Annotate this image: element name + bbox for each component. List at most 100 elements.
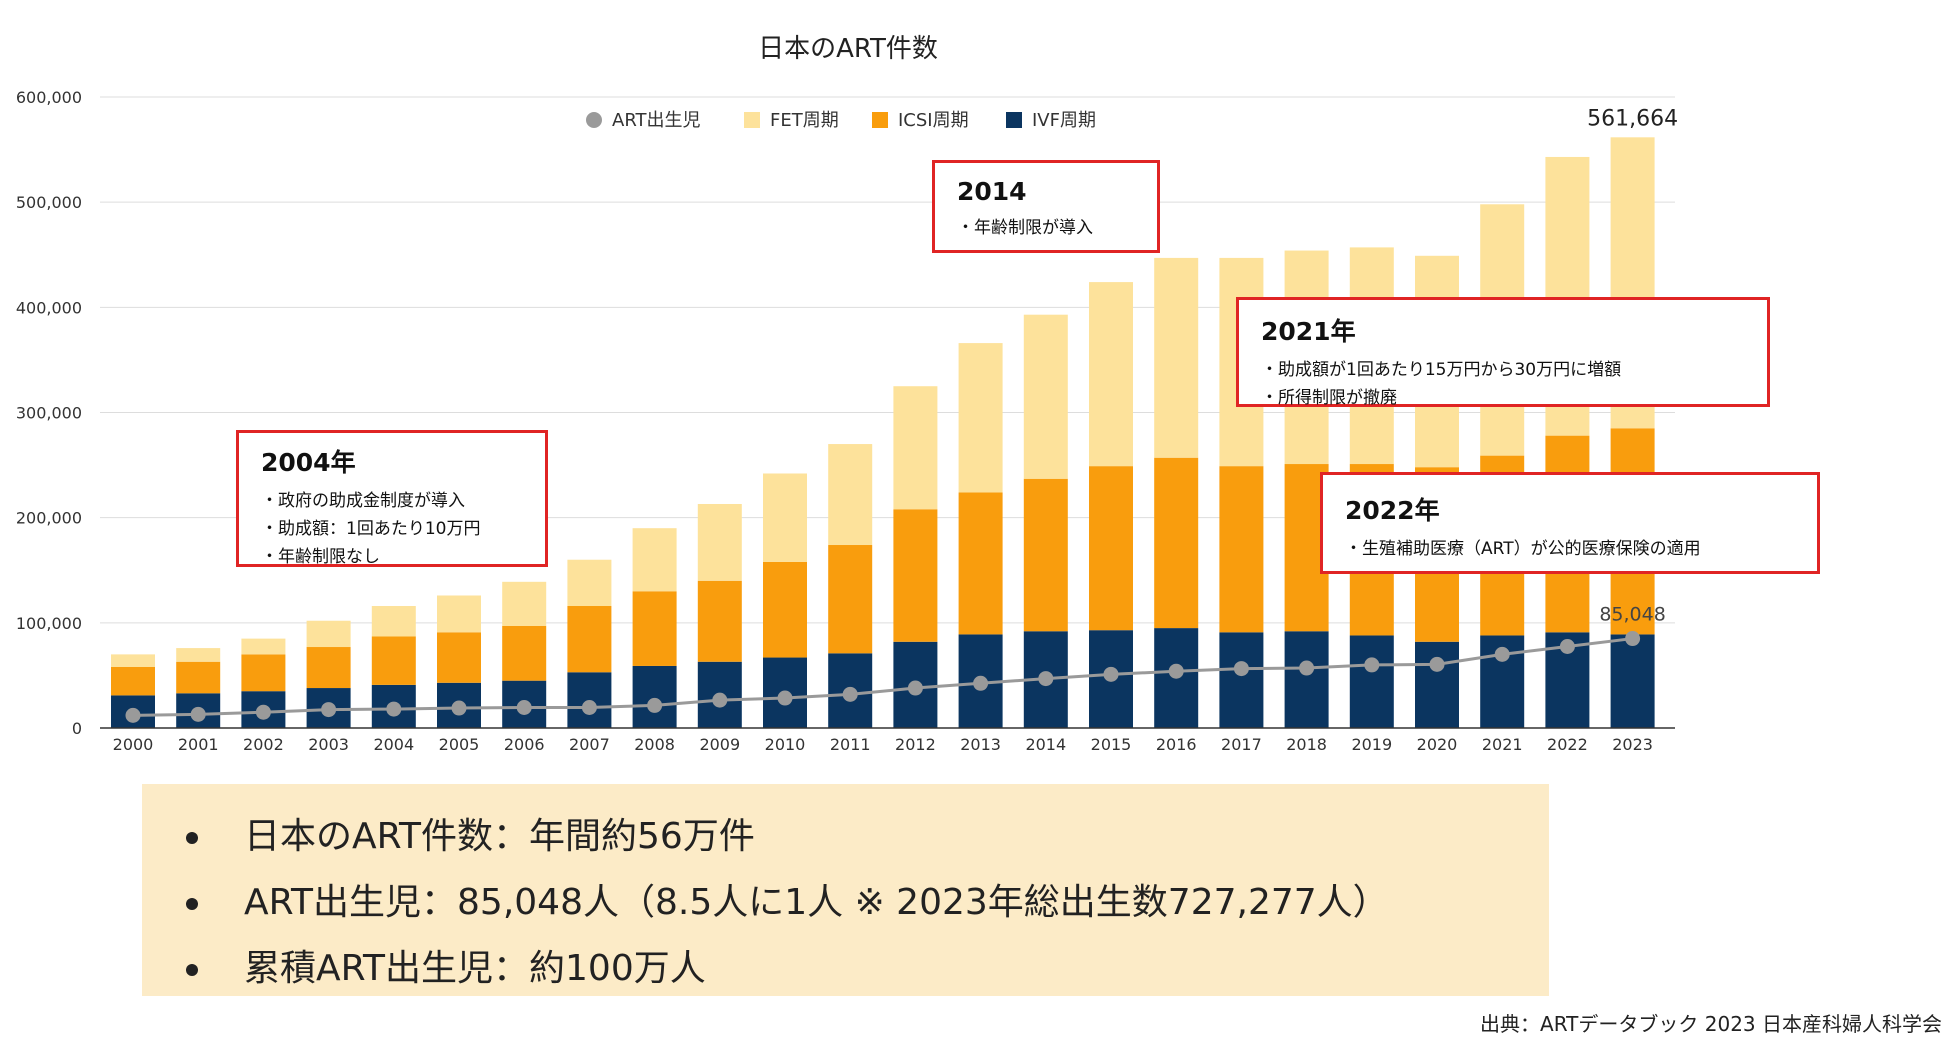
bar-ICSI周期 xyxy=(111,667,155,696)
point-ART出生児 xyxy=(321,702,337,718)
annotation-line: ・政府の助成金制度が導入 xyxy=(261,491,465,511)
point-ART出生児 xyxy=(451,700,467,716)
x-tick-label: 2011 xyxy=(830,735,871,754)
bar-IVF周期 xyxy=(1349,635,1394,728)
annotation-title: 2004年 xyxy=(261,448,356,477)
annotation-title: 2021年 xyxy=(1261,317,1356,346)
bar-FET周期 xyxy=(111,654,155,668)
x-tick-label: 2006 xyxy=(504,735,545,754)
annotation-line: ・助成額：1回あたり10万円 xyxy=(261,519,481,539)
bar-ICSI周期 xyxy=(241,654,286,692)
point-ART出生児 xyxy=(907,680,923,696)
summary-text: 日本のART件数：年間約56万件 xyxy=(244,816,755,857)
x-tick-label: 2016 xyxy=(1156,735,1197,754)
x-tick-label: 2005 xyxy=(439,735,480,754)
bar-ICSI周期 xyxy=(1089,466,1133,631)
point-ART出生児 xyxy=(1494,646,1510,662)
bar-IVF周期 xyxy=(1284,631,1329,728)
annotation-line: ・助成額が1回あたり15万円から30万円に増額 xyxy=(1261,360,1622,380)
bar-ICSI周期 xyxy=(1154,457,1199,629)
annotation-2022: 2022年 ・生殖補助医療（ART）が公的医療保険の適用 xyxy=(1320,472,1820,574)
x-tick-label: 2008 xyxy=(634,735,675,754)
legend-marker-icon xyxy=(872,112,888,128)
y-tick-label: 200,000 xyxy=(16,509,82,528)
bar-ICSI周期 xyxy=(1219,466,1264,633)
summary-item: 累積ART出生児：約100万人 xyxy=(182,936,1549,1002)
bar-ICSI周期 xyxy=(437,632,481,683)
x-tick-label: 2010 xyxy=(765,735,806,754)
x-tick-label: 2001 xyxy=(178,735,219,754)
point-ART出生児 xyxy=(516,699,532,715)
bullet-icon xyxy=(186,898,198,910)
bar-ICSI周期 xyxy=(371,636,416,685)
x-tick-label: 2019 xyxy=(1351,735,1392,754)
summary-text: 累積ART出生児：約100万人 xyxy=(244,948,706,989)
line-ART出生児 xyxy=(132,637,1633,717)
y-tick-label: 0 xyxy=(72,719,82,738)
bar-ICSI周期 xyxy=(632,591,677,666)
point-ART出生児 xyxy=(1429,656,1445,672)
bar-IVF周期 xyxy=(1610,634,1655,728)
bar-ICSI周期 xyxy=(567,606,612,673)
bar-FET周期 xyxy=(502,581,547,626)
source-citation: 出典：ARTデータブック 2023 日本産科婦人科学会 xyxy=(1480,1012,1942,1036)
point-ART出生児 xyxy=(125,707,141,723)
bullet-icon xyxy=(186,964,198,976)
bar-FET周期 xyxy=(371,606,416,637)
bar-FET周期 xyxy=(632,528,677,592)
bar-FET周期 xyxy=(893,386,938,510)
point-ART出生児 xyxy=(1168,663,1184,679)
y-tick-label: 600,000 xyxy=(16,88,82,107)
point-ART出生児 xyxy=(190,706,206,722)
annotation-title: 2022年 xyxy=(1345,496,1440,525)
x-tick-label: 2012 xyxy=(895,735,936,754)
chart-legend: ART出生児 FET周期 ICSI周期 IVF周期 xyxy=(586,110,1096,131)
point-ART出生児 xyxy=(1233,661,1249,677)
summary-item: 日本のART件数：年間約56万件 xyxy=(182,804,1549,870)
bar-FET周期 xyxy=(958,343,1003,493)
annotation-2014: 2014 ・年齢制限が導入 xyxy=(932,160,1160,253)
annotation-2004: 2004年 ・政府の助成金制度が導入 ・助成額：1回あたり10万円 ・年齢制限な… xyxy=(236,430,548,567)
x-tick-label: 2022 xyxy=(1547,735,1588,754)
x-tick-label: 2018 xyxy=(1286,735,1327,754)
point-ART出生児 xyxy=(1559,638,1575,654)
annotation-line: ・年齢制限が導入 xyxy=(957,218,1093,238)
point-ART出生児 xyxy=(712,692,728,708)
point-ART出生児 xyxy=(255,704,271,720)
point-ART出生児 xyxy=(1038,671,1054,687)
bullet-icon xyxy=(186,832,198,844)
bar-ICSI周期 xyxy=(828,545,873,654)
x-tick-label: 2000 xyxy=(113,735,154,754)
summary-box: 日本のART件数：年間約56万件 ART出生児：85,048人（8.5人に1人 … xyxy=(142,784,1549,996)
bar-IVF周期 xyxy=(1219,632,1264,728)
y-tick-label: 400,000 xyxy=(16,298,82,317)
x-tick-label: 2002 xyxy=(243,735,284,754)
point-ART出生児 xyxy=(1625,631,1641,647)
bar-ICSI周期 xyxy=(306,647,351,689)
y-tick-label: 500,000 xyxy=(16,193,82,212)
data-label-art-birth: 85,048 xyxy=(1599,604,1665,626)
x-tick-label: 2009 xyxy=(699,735,740,754)
legend-label: FET周期 xyxy=(770,110,839,131)
annotation-title: 2014 xyxy=(957,177,1027,206)
x-tick-label: 2015 xyxy=(1091,735,1132,754)
point-ART出生児 xyxy=(777,690,793,706)
annotation-line: ・所得制限が撤廃 xyxy=(1261,388,1397,408)
bar-ICSI周期 xyxy=(958,492,1003,635)
x-tick-label: 2017 xyxy=(1221,735,1262,754)
legend-marker-icon xyxy=(1006,112,1022,128)
bar-FET周期 xyxy=(1089,282,1133,467)
bar-ICSI周期 xyxy=(893,509,938,642)
legend-marker-icon xyxy=(744,112,760,128)
bar-FET周期 xyxy=(697,503,742,581)
bar-FET周期 xyxy=(763,473,807,562)
x-tick-label: 2020 xyxy=(1417,735,1458,754)
legend-marker-icon xyxy=(586,112,602,128)
bar-FET周期 xyxy=(567,559,612,607)
bar-ICSI周期 xyxy=(1023,478,1068,632)
chart-title: 日本のART件数 xyxy=(758,34,938,64)
x-tick-label: 2013 xyxy=(960,735,1001,754)
data-label-total: 561,664 xyxy=(1587,106,1678,131)
point-ART出生児 xyxy=(1364,657,1380,673)
x-tick-label: 2014 xyxy=(1025,735,1066,754)
